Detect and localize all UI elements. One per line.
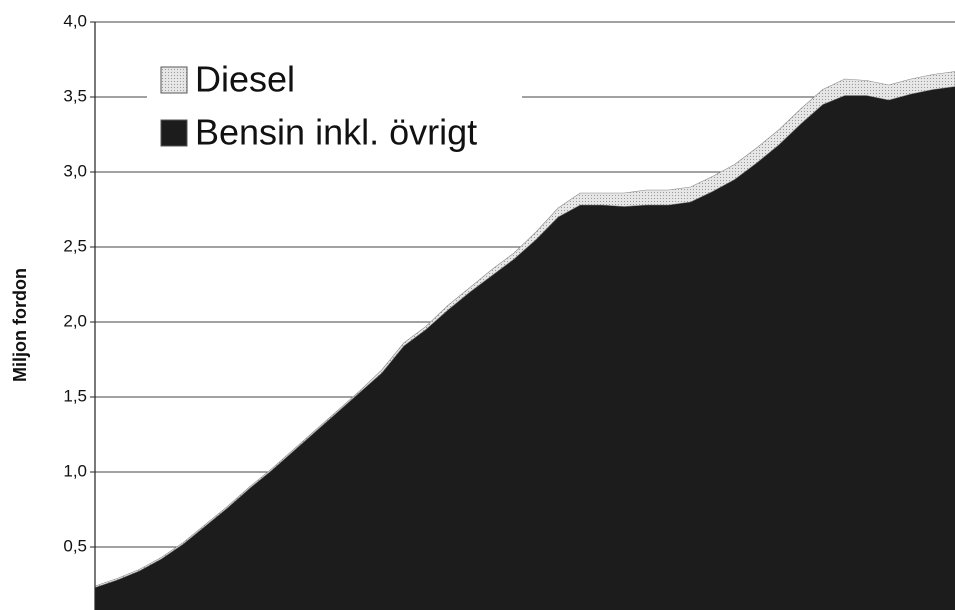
y-axis-title: Miljon fordon bbox=[10, 268, 30, 382]
legend-swatch bbox=[160, 119, 188, 147]
legend-swatch bbox=[160, 66, 188, 94]
y-tick-label: 3,5 bbox=[63, 86, 87, 105]
y-tick-label: 1,0 bbox=[63, 461, 87, 480]
y-tick-label: 0,5 bbox=[63, 536, 87, 555]
area bbox=[94, 71, 955, 588]
legend-label: Bensin inkl. övrigt bbox=[195, 112, 477, 153]
y-tick-label: 1,5 bbox=[63, 386, 87, 405]
axes: 0,5 1,0 1,5 2,0 2,5 3,0 3,5 4,0 bbox=[63, 11, 96, 610]
area bbox=[94, 86, 955, 610]
legend-label: Diesel bbox=[195, 59, 295, 100]
y-tick-label: 2,5 bbox=[63, 236, 87, 255]
y-tick-label: 4,0 bbox=[63, 11, 87, 30]
y-tick-label: 3,0 bbox=[63, 161, 87, 180]
areas bbox=[94, 71, 955, 610]
legend-background bbox=[147, 56, 522, 164]
legend: Diesel Bensin inkl. övrigt bbox=[147, 56, 522, 164]
y-tick-label: 2,0 bbox=[63, 311, 87, 330]
